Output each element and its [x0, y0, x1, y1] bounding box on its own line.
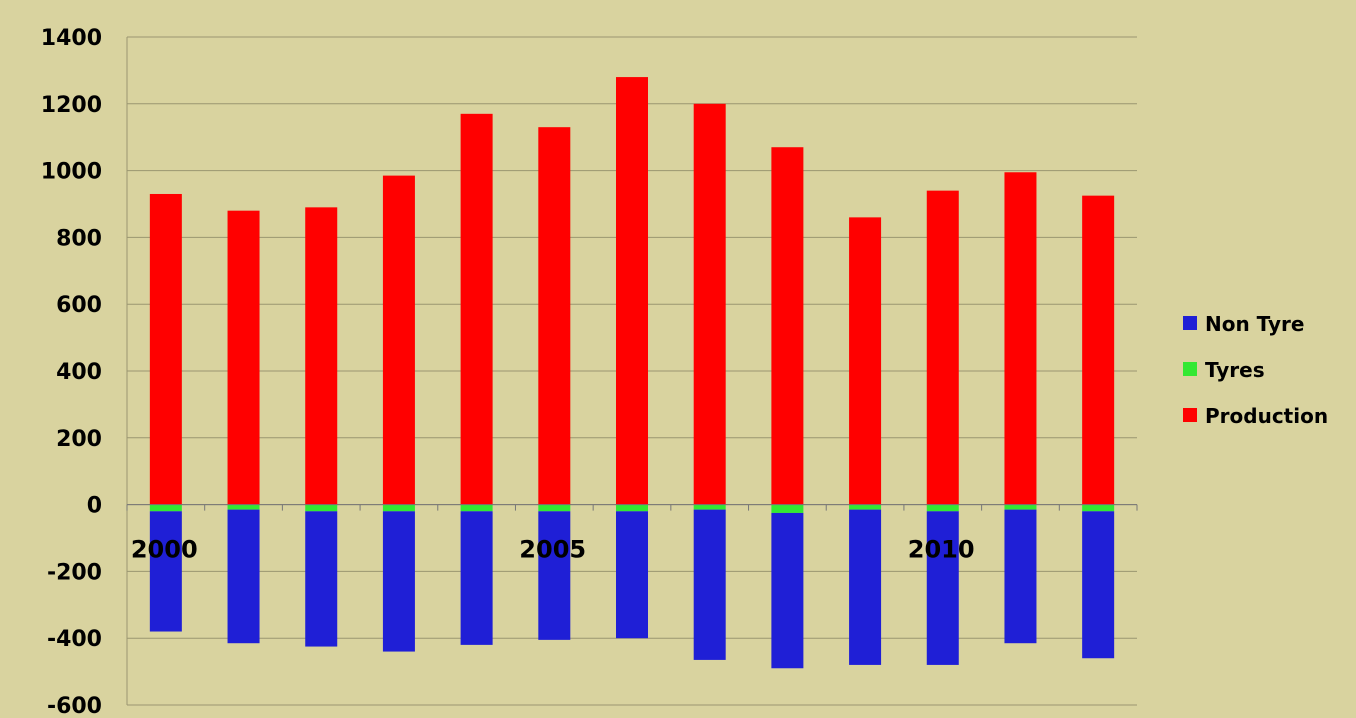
bar-production [538, 127, 571, 505]
bar-production [1004, 172, 1037, 505]
x-tick-label: 2010 [908, 536, 975, 564]
y-tick-label: 800 [56, 226, 102, 251]
y-tick-label: 0 [87, 494, 102, 519]
bar-non-tyre [1004, 509, 1037, 644]
bar-non-tyre [305, 511, 338, 647]
bar-tyres [926, 504, 959, 512]
y-tick-label: 200 [56, 427, 102, 452]
y-tick-label: 1400 [41, 26, 102, 51]
x-tick-label: 2005 [519, 536, 586, 564]
bar-tyres [460, 504, 493, 512]
bar-tyres [305, 504, 338, 512]
bar-non-tyre [926, 511, 959, 665]
bar-production [693, 103, 726, 505]
bar-non-tyre [693, 509, 726, 660]
bar-non-tyre [849, 509, 882, 665]
axes: 1400120010008006004002000-200-400-600200… [41, 26, 1138, 718]
bar-production [1082, 195, 1115, 505]
y-tick-label: -400 [47, 627, 102, 652]
bar-non-tyre [227, 509, 260, 644]
legend-swatch [1183, 316, 1197, 330]
bar-non-tyre [616, 511, 648, 639]
y-tick-label: -200 [47, 560, 102, 585]
y-tick-label: 1200 [41, 93, 102, 118]
bar-production [771, 147, 804, 505]
bar-production [926, 190, 959, 505]
bar-production [305, 207, 338, 505]
bar-production [227, 210, 260, 505]
bar-production [849, 217, 882, 505]
y-tick-label: 400 [56, 360, 102, 385]
bar-tyres [849, 504, 882, 510]
bar-production [382, 175, 415, 505]
x-tick-label: 2000 [131, 536, 198, 564]
bar-tyres [149, 504, 182, 512]
bar-production [460, 113, 493, 505]
bar-tyres [538, 504, 571, 512]
y-tick-label: 600 [56, 293, 102, 318]
bars [149, 77, 1115, 669]
bar-tyres [227, 504, 260, 510]
bar-non-tyre [771, 512, 804, 669]
bar-tyres [1004, 504, 1037, 510]
bar-tyres [771, 504, 804, 513]
bar-non-tyre [1082, 511, 1115, 659]
bar-non-tyre [149, 511, 182, 632]
bar-production [616, 77, 648, 505]
y-tick-label: -600 [47, 694, 102, 718]
legend-swatch [1183, 362, 1197, 376]
bar-tyres [382, 504, 415, 512]
bar-non-tyre [460, 511, 493, 645]
legend-label: Production [1205, 404, 1328, 428]
bar-tyres [693, 504, 726, 510]
bar-production [149, 193, 182, 505]
legend: Non Tyre Tyres Production [1183, 312, 1328, 428]
legend-label: Non Tyre [1205, 312, 1304, 336]
bar-tyres [1082, 504, 1115, 512]
legend-swatch [1183, 408, 1197, 422]
bar-non-tyre [538, 511, 571, 640]
bar-non-tyre [382, 511, 415, 652]
bar-tyres [616, 504, 648, 512]
legend-label: Tyres [1205, 358, 1265, 382]
y-tick-label: 1000 [41, 160, 102, 185]
